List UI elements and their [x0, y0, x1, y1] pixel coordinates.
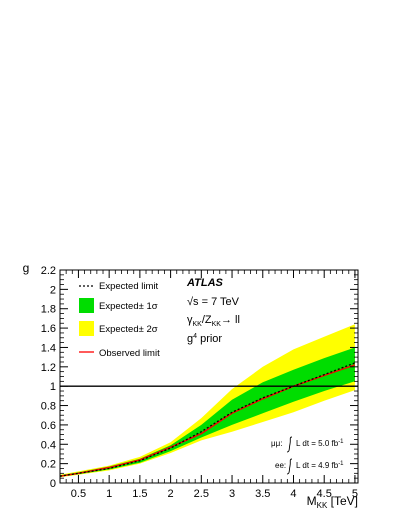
x-axis-title: MKK [TeV] — [307, 494, 358, 510]
process-decay: → ll — [221, 314, 240, 326]
bands-layer — [60, 324, 355, 478]
y-axis-title: g — [23, 261, 30, 275]
x-tick-label: 4 — [290, 488, 296, 500]
expected-line — [59, 362, 356, 477]
y-tick-label: 0.8 — [41, 401, 56, 413]
lines-layer — [59, 362, 358, 477]
process-gamma-sub: KK — [193, 321, 203, 328]
x-tick-label: 3.5 — [255, 488, 270, 500]
y-tick-label: 0 — [50, 478, 56, 490]
legend-1sigma-label: Expected± 1σ — [99, 301, 158, 312]
process-z-sub: KK — [212, 321, 222, 328]
y-tick-label: 1.8 — [41, 304, 56, 316]
y-tick-label: 2 — [50, 284, 56, 296]
prior-sup: 4 — [193, 333, 197, 340]
x-tick-label: 1.5 — [132, 488, 147, 500]
lumi-mumu-sup: -1 — [338, 439, 344, 445]
x-tick-label: 3 — [229, 488, 235, 500]
lumi-ee-text: L dt = 4.9 fb — [296, 461, 339, 470]
x-axis-title-unit: [TeV] — [327, 494, 358, 508]
x-tick-label: 2.5 — [194, 488, 209, 500]
lumi-ee-sup: -1 — [338, 461, 344, 467]
atlas-label: ATLAS — [186, 277, 224, 289]
x-tick-label: 2 — [168, 488, 174, 500]
legend-2sigma-swatch — [79, 321, 94, 336]
x-tick-label: 5 — [352, 488, 358, 500]
legend-expected-label: Expected limit — [99, 281, 158, 292]
lumi-mumu-label: μμ: — [271, 439, 282, 448]
legend-observed-label: Observed limit — [99, 348, 160, 359]
lumi-ee-label: ee: — [275, 461, 286, 470]
legend-1sigma-swatch — [79, 298, 94, 313]
x-tick-label: 4.5 — [317, 488, 332, 500]
lumi-mumu-text: L dt = 5.0 fb — [296, 439, 339, 448]
lumi-ee-value: L dt = 4.9 fb-1 — [296, 461, 344, 470]
y-tick-label: 1.6 — [41, 323, 56, 335]
prior-word: prior — [197, 333, 222, 345]
x-tick-label: 0.5 — [71, 488, 86, 500]
integral-icon-1 — [286, 436, 293, 453]
observed-line — [59, 364, 356, 477]
prior-label: g4 prior — [187, 333, 222, 345]
legend-2sigma-label: Expected± 2σ — [99, 324, 158, 335]
x-tick-label: 1 — [106, 488, 112, 500]
process-z: /Z — [202, 314, 212, 326]
y-tick-label: 1.4 — [41, 342, 56, 354]
integral-icon-2 — [286, 458, 293, 475]
band-2sigma — [60, 324, 355, 478]
process-gamma: γ — [187, 314, 193, 326]
energy-label: √s = 7 TeV — [187, 296, 240, 308]
y-tick-label: 0.4 — [41, 439, 56, 451]
y-tick-label: 1.2 — [41, 362, 56, 374]
x-axis-title-sub: KK — [317, 501, 328, 510]
ticks-layer: 0.5 1 1.5 2 2.5 3 3.5 4 4.5 5 0 0.2 0.4 0.6 0.8 1 1.2 1.4… — [41, 265, 358, 500]
luminosity-box: μμ: L dt = 5.0 fb-1 ee: L dt = 4.9 fb-1 — [271, 436, 344, 475]
y-tick-label: 1 — [50, 381, 56, 393]
y-tick-label: 0.2 — [41, 459, 56, 471]
x-axis-title-main: M — [307, 494, 317, 508]
prior-g: g — [187, 333, 193, 345]
y-tick-label: 0.6 — [41, 420, 56, 432]
y-tick-label: 2.2 — [41, 265, 56, 277]
legend: Expected limit Expected± 1σ Expected± 2σ… — [79, 281, 160, 359]
band-1sigma — [60, 347, 355, 477]
lumi-mumu-value: L dt = 5.0 fb-1 — [296, 439, 344, 448]
process-label: γKK/ZKK→ ll — [187, 314, 240, 328]
